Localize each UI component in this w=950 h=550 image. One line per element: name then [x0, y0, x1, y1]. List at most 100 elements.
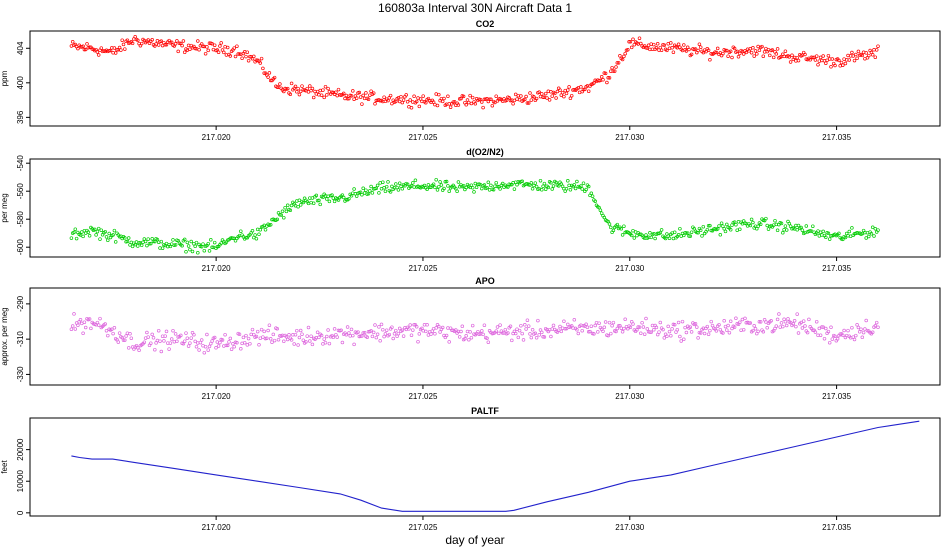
data-point	[352, 187, 356, 191]
data-point	[189, 336, 193, 340]
data-point	[727, 330, 732, 335]
data-point	[265, 336, 269, 340]
y-axis-label: per meg	[0, 193, 9, 222]
data-point	[70, 324, 75, 328]
data-point	[287, 333, 291, 337]
data-point	[520, 331, 524, 336]
data-point	[641, 325, 646, 329]
data-point	[361, 93, 365, 98]
data-point	[340, 340, 345, 345]
data-point	[261, 335, 265, 339]
data-point	[202, 350, 207, 355]
data-point	[590, 194, 595, 198]
data-point	[339, 328, 343, 333]
data-point	[618, 54, 622, 58]
data-point	[795, 228, 799, 232]
x-tick-label: 217.020	[202, 392, 231, 401]
data-point	[580, 328, 584, 333]
data-point	[837, 231, 841, 236]
data-point	[123, 338, 127, 342]
data-point	[296, 343, 300, 347]
data-point	[744, 50, 749, 55]
data-point	[255, 329, 260, 334]
data-point	[669, 333, 673, 338]
data-point	[203, 344, 208, 349]
data-point	[201, 242, 205, 246]
data-point	[225, 343, 230, 348]
data-point	[317, 335, 321, 340]
data-point	[379, 322, 384, 327]
data-point	[98, 237, 102, 241]
data-point	[670, 46, 674, 50]
data-point	[572, 318, 577, 322]
data-point	[540, 188, 544, 192]
data-point	[345, 97, 350, 101]
data-point	[293, 332, 298, 337]
data-point	[684, 330, 689, 335]
data-point	[182, 237, 187, 242]
data-point	[181, 39, 186, 43]
data-point	[156, 43, 161, 47]
data-point	[586, 184, 591, 189]
data-point	[268, 223, 273, 227]
data-point	[401, 98, 406, 102]
data-point	[667, 236, 672, 240]
panel-title: PALTF	[471, 406, 499, 416]
data-point	[405, 182, 410, 187]
data-point	[416, 339, 420, 344]
data-point	[460, 324, 465, 329]
data-point	[589, 191, 594, 196]
data-point	[361, 186, 365, 191]
data-point	[564, 91, 569, 96]
data-point	[347, 196, 351, 201]
data-point	[876, 228, 880, 232]
data-point	[413, 178, 418, 183]
data-point	[533, 181, 538, 185]
data-point	[586, 89, 591, 93]
data-point	[188, 247, 192, 252]
data-point	[811, 328, 815, 332]
data-point	[391, 336, 395, 341]
data-point	[622, 326, 626, 331]
data-point	[482, 323, 487, 327]
data-point	[231, 236, 235, 241]
data-point	[412, 94, 416, 99]
data-point	[757, 48, 762, 53]
data-point	[629, 45, 634, 50]
data-point	[614, 329, 618, 334]
data-point	[322, 95, 326, 100]
data-point	[822, 336, 827, 341]
data-point	[73, 227, 78, 231]
data-point	[615, 61, 620, 65]
data-point	[636, 325, 640, 329]
data-point	[517, 98, 522, 102]
data-point	[741, 52, 746, 56]
data-point	[826, 53, 831, 58]
data-point	[317, 198, 321, 203]
data-point	[645, 327, 650, 331]
data-point	[377, 325, 381, 329]
data-point	[470, 95, 475, 100]
panel-title: CO2	[476, 19, 495, 29]
data-point	[792, 319, 797, 323]
data-point	[150, 38, 154, 42]
data-point	[146, 237, 150, 241]
data-point	[480, 100, 484, 104]
data-point	[708, 58, 712, 62]
data-point	[194, 344, 199, 349]
data-point	[89, 326, 93, 331]
data-point	[747, 321, 751, 325]
y-tick-label: 20000	[16, 438, 25, 461]
data-point	[162, 339, 166, 343]
data-point	[597, 321, 601, 325]
data-point	[817, 326, 822, 331]
data-point	[846, 328, 850, 333]
data-point	[721, 224, 725, 228]
data-point	[708, 328, 712, 333]
data-point	[812, 55, 816, 60]
data-point	[524, 94, 528, 99]
data-point	[769, 319, 773, 323]
data-point	[386, 98, 390, 103]
data-point	[515, 327, 519, 331]
data-point	[285, 86, 290, 91]
